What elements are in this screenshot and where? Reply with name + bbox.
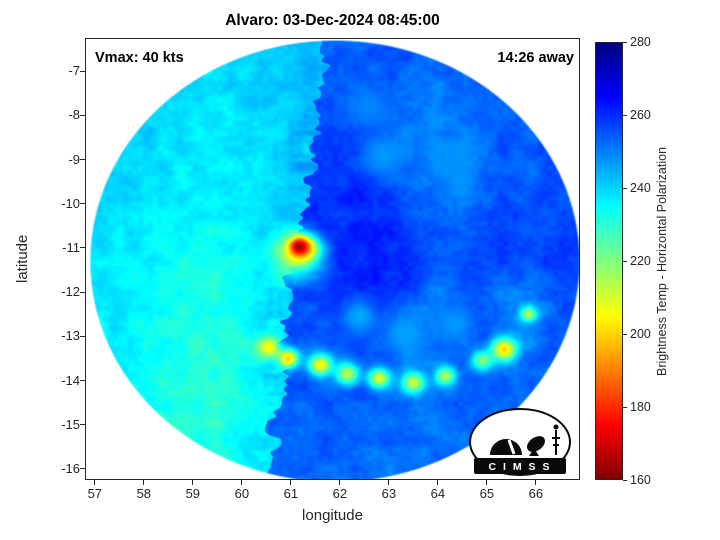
y-tick-label: -11: [62, 239, 80, 255]
y-tick-label: -16: [61, 460, 80, 476]
satellite-dish-icon: [526, 436, 546, 456]
y-tick-label: -8: [68, 107, 80, 123]
y-tick-mark: [80, 159, 85, 161]
x-tick-mark: [290, 480, 292, 485]
x-tick-mark: [143, 480, 145, 485]
x-tick-label: 65: [479, 486, 495, 501]
y-tick-label: -13: [61, 328, 80, 344]
heatmap-canvas: [85, 38, 580, 480]
x-tick-label: 60: [234, 486, 250, 501]
y-tick-mark: [80, 468, 85, 470]
y-tick-mark: [80, 247, 85, 249]
x-tick-label: 57: [87, 486, 103, 501]
y-tick-mark: [80, 291, 85, 293]
x-tick-mark: [94, 480, 96, 485]
colorbar-tick-label: 160: [630, 473, 651, 487]
time-away-annotation: 14:26 away: [497, 50, 574, 66]
colorbar-tick-mark: [623, 41, 627, 43]
y-tick-mark: [80, 424, 85, 426]
cimss-logo: C I M S S: [469, 408, 571, 476]
x-tick-label: 59: [185, 486, 201, 501]
vmax-annotation: Vmax: 40 kts: [95, 50, 184, 66]
colorbar-tick-label: 240: [630, 181, 651, 195]
x-tick-label: 58: [136, 486, 152, 501]
plot-title: Alvaro: 03-Dec-2024 08:45:00: [225, 12, 440, 29]
antenna-icon: [552, 424, 560, 455]
logo-banner: [474, 458, 566, 474]
y-tick-label: -15: [61, 416, 80, 432]
y-tick-mark: [80, 380, 85, 382]
colorbar-tick-label: 260: [630, 108, 651, 122]
y-tick-label: -7: [68, 63, 80, 79]
cimss-logo-text: C I M S S: [489, 461, 552, 473]
colorbar-tick-mark: [623, 187, 627, 189]
x-tick-label: 61: [283, 486, 299, 501]
colorbar-tick-mark: [623, 479, 627, 481]
x-tick-mark: [339, 480, 341, 485]
colorbar-tick-label: 280: [630, 35, 651, 49]
y-axis-label: latitude: [14, 234, 31, 284]
x-tick-mark: [486, 480, 488, 485]
y-tick-label: -10: [61, 195, 80, 211]
dome-slit: [507, 439, 516, 455]
y-tick-label: -12: [61, 284, 80, 300]
colorbar-tick-mark: [623, 260, 627, 262]
x-tick-label: 63: [381, 486, 397, 501]
y-tick-label: -9: [68, 151, 80, 167]
colorbar-tick-label: 180: [630, 400, 651, 414]
y-tick-mark: [80, 203, 85, 205]
y-tick-mark: [80, 114, 85, 116]
x-tick-mark: [535, 480, 537, 485]
colorbar-tick-label: 220: [630, 254, 651, 268]
colorbar-tick-mark: [623, 406, 627, 408]
colorbar-tick-label: 200: [630, 327, 651, 341]
x-tick-label: 62: [332, 486, 348, 501]
y-tick-mark: [80, 335, 85, 337]
y-tick-mark: [80, 70, 85, 72]
x-tick-mark: [388, 480, 390, 485]
y-tick-label: -14: [61, 372, 80, 388]
x-tick-mark: [437, 480, 439, 485]
x-tick-label: 66: [528, 486, 544, 501]
colorbar-tick-mark: [623, 114, 627, 116]
x-axis-label: longitude: [302, 507, 363, 524]
colorbar-gradient: [595, 42, 623, 480]
x-tick-mark: [241, 480, 243, 485]
colorbar-tick-mark: [623, 333, 627, 335]
x-tick-label: 64: [430, 486, 446, 501]
x-tick-mark: [192, 480, 194, 485]
